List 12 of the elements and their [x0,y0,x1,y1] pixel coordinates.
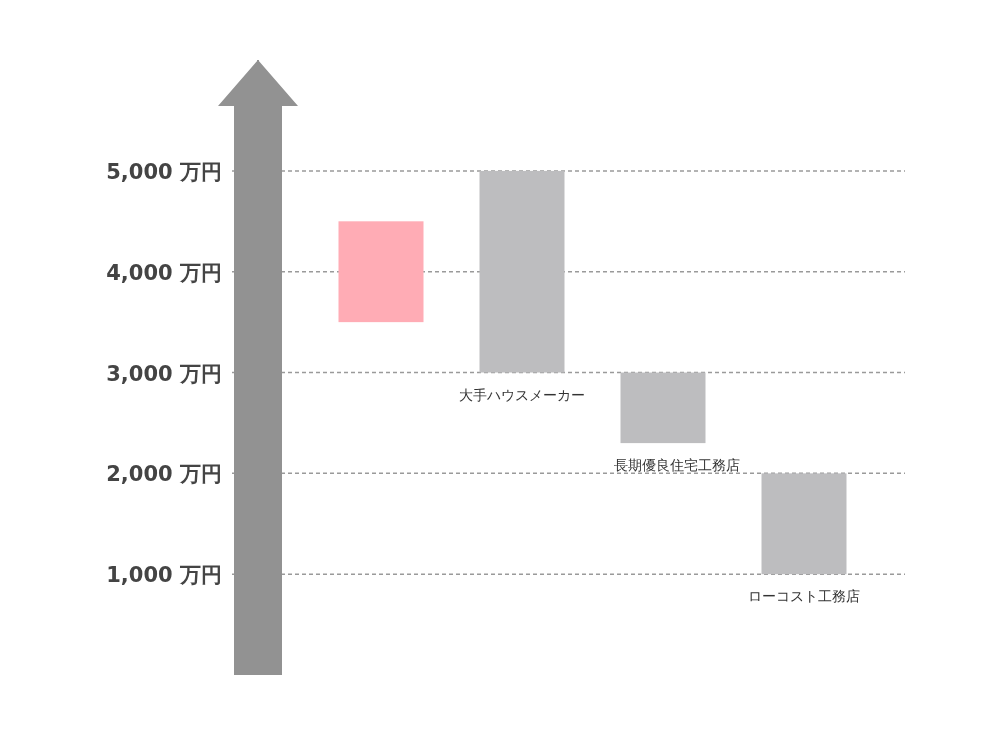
y-tick-label: 3,000 万円 [106,361,222,386]
bar [479,170,565,373]
x-tick-label: 長期優良住宅工務店 [614,457,740,474]
y-tick-label: 5,000 万円 [106,159,222,184]
y-tick-label: 2,000 万円 [106,462,222,487]
y-tick-label: 4,000 万円 [106,260,222,285]
x-tick-label: ローコスト工務店 [748,588,860,605]
x-tick-label: 大手ハウスメーカー [459,386,585,403]
bar [620,372,706,444]
bar [338,221,424,323]
y-tick-label: 1,000 万円 [106,563,222,588]
bar [761,473,847,575]
